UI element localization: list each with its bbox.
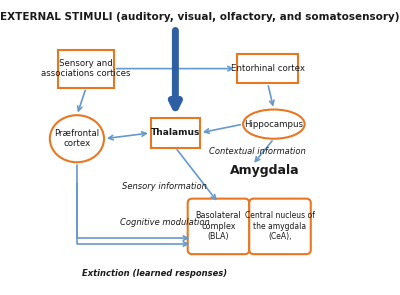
FancyBboxPatch shape	[188, 199, 249, 254]
Ellipse shape	[50, 115, 104, 162]
Text: Sensory and
associations cortices: Sensory and associations cortices	[41, 59, 131, 78]
Text: EXTERNAL STIMULI (auditory, visual, olfactory, and somatosensory): EXTERNAL STIMULI (auditory, visual, olfa…	[0, 12, 400, 22]
FancyBboxPatch shape	[237, 54, 298, 83]
Text: Entorhinal cortex: Entorhinal cortex	[231, 64, 305, 73]
FancyBboxPatch shape	[249, 199, 311, 254]
Text: Thalamus: Thalamus	[151, 128, 200, 137]
Text: Sensory information: Sensory information	[122, 182, 207, 191]
Text: Central nucleus of
the amygdala
(CeA),: Central nucleus of the amygdala (CeA),	[245, 212, 315, 241]
Ellipse shape	[243, 109, 305, 139]
Text: Præfrontal
cortex: Præfrontal cortex	[54, 129, 100, 148]
Text: Basolateral
complex
(BLA): Basolateral complex (BLA)	[196, 212, 241, 241]
Text: Extinction (learned responses): Extinction (learned responses)	[82, 269, 227, 278]
Text: Amygdala: Amygdala	[230, 164, 300, 177]
Text: Contextual information: Contextual information	[208, 148, 305, 156]
Text: Hippocampus: Hippocampus	[244, 119, 303, 129]
FancyBboxPatch shape	[58, 50, 114, 88]
FancyBboxPatch shape	[151, 118, 200, 148]
Text: Cognitive modulation: Cognitive modulation	[120, 217, 210, 227]
